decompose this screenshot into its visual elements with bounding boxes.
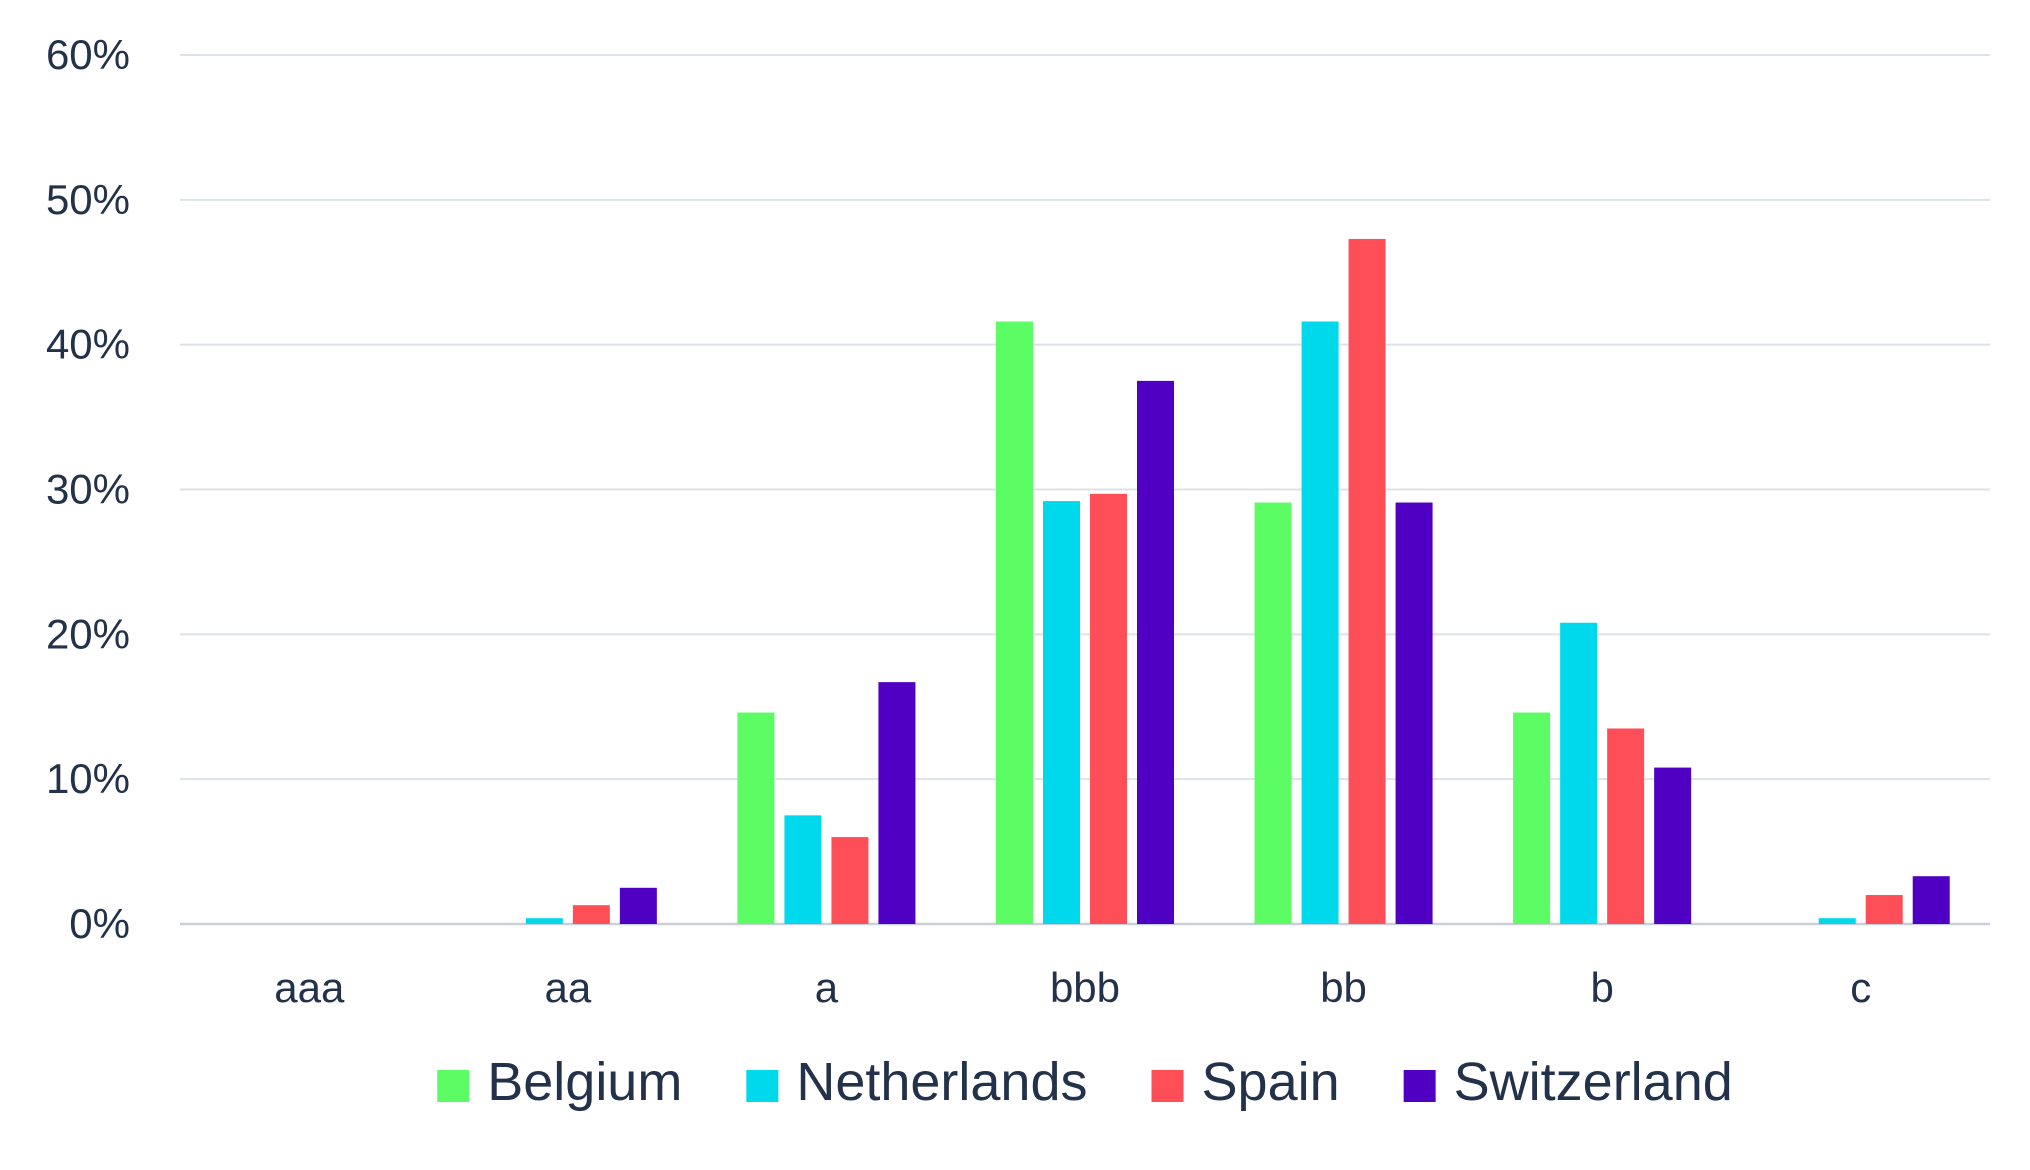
- x-tick-label: aaa: [274, 964, 345, 1011]
- legend-label: Belgium: [487, 1052, 682, 1112]
- bars: [525, 238, 1950, 924]
- legend-swatch: [1403, 1070, 1436, 1102]
- y-tick-label: 10%: [46, 755, 130, 802]
- legend-item-switzerland: Switzerland: [1403, 1052, 1733, 1112]
- bar-spain-a: [831, 837, 869, 924]
- y-tick-label: 30%: [46, 466, 130, 513]
- bar-netherlands-a: [784, 815, 822, 924]
- legend-swatch: [746, 1070, 779, 1102]
- x-axis-ticks: aaa aa a bbb bb b c: [274, 964, 1871, 1011]
- bar-spain-bb: [1348, 238, 1386, 924]
- x-tick-label: b: [1590, 964, 1613, 1011]
- x-tick-label: c: [1850, 964, 1871, 1011]
- bar-netherlands-b: [1560, 622, 1598, 924]
- grid-lines: [180, 54, 1990, 926]
- legend-item-netherlands: Netherlands: [746, 1052, 1088, 1112]
- bar-switzerland-b: [1654, 767, 1692, 924]
- bar-belgium-bb: [1254, 502, 1292, 924]
- y-axis-ticks: 0% 10% 20% 30% 40% 50% 60%: [46, 31, 130, 947]
- bar-spain-c: [1865, 895, 1903, 924]
- y-tick-label: 40%: [46, 321, 130, 368]
- x-tick-label: a: [815, 964, 839, 1011]
- bar-switzerland-aa: [619, 887, 657, 924]
- bar-netherlands-aa: [525, 918, 563, 924]
- bar-switzerland-bb: [1395, 502, 1433, 924]
- y-tick-label: 60%: [46, 31, 130, 78]
- legend-swatch: [437, 1070, 470, 1102]
- legend-swatch: [1151, 1070, 1184, 1102]
- bar-belgium-bbb: [996, 321, 1033, 924]
- x-tick-label: aa: [544, 964, 591, 1011]
- bar-belgium-a: [737, 712, 775, 924]
- y-tick-label: 50%: [46, 176, 130, 223]
- legend-item-belgium: Belgium: [437, 1052, 682, 1112]
- bar-switzerland-a: [878, 682, 916, 924]
- bar-netherlands-bbb: [1043, 501, 1080, 924]
- bar-switzerland-c: [1912, 876, 1950, 924]
- bar-netherlands-bb: [1301, 321, 1339, 924]
- bar-switzerland-bbb: [1137, 380, 1174, 924]
- y-tick-label: 20%: [46, 610, 130, 657]
- legend: Belgium Netherlands Spain Switzerland: [437, 1052, 1733, 1112]
- bar-spain-bbb: [1090, 493, 1127, 924]
- bar-spain-aa: [572, 905, 610, 924]
- bar-spain-b: [1607, 728, 1645, 924]
- x-tick-label: bb: [1320, 964, 1367, 1011]
- legend-label: Spain: [1202, 1052, 1340, 1112]
- legend-label: Switzerland: [1454, 1052, 1733, 1112]
- bar-belgium-b: [1513, 712, 1551, 924]
- x-tick-label: bbb: [1050, 964, 1120, 1011]
- bar-netherlands-c: [1818, 918, 1856, 924]
- y-tick-label: 0%: [69, 900, 130, 947]
- legend-label: Netherlands: [796, 1052, 1087, 1112]
- legend-item-spain: Spain: [1151, 1052, 1340, 1112]
